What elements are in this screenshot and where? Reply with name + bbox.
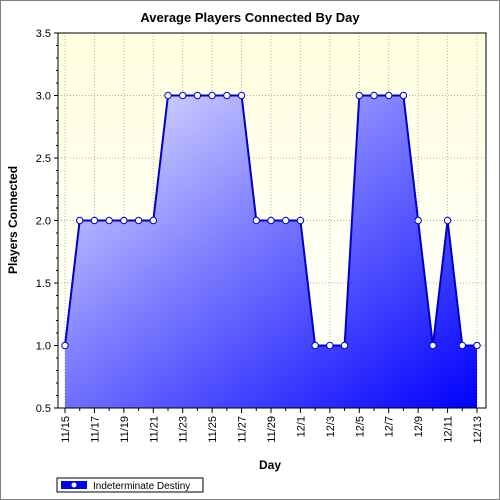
data-point bbox=[473, 341, 481, 350]
x-tick-label: 11/29 bbox=[266, 416, 278, 443]
data-point bbox=[193, 91, 202, 100]
data-point bbox=[76, 216, 84, 225]
data-point bbox=[296, 216, 305, 225]
data-point bbox=[179, 91, 187, 100]
data-point bbox=[105, 216, 113, 225]
data-point bbox=[443, 216, 452, 225]
y-axis-ticks: 0.5 1.0 1.5 2.0 2.5 3.0 3.5 bbox=[36, 28, 58, 415]
x-axis-ticks: 11/15 11/17 11/19 11/21 11/23 11/25 11/27 11/29… bbox=[60, 408, 484, 444]
y-tick-label: 1.5 bbox=[36, 278, 51, 290]
data-point bbox=[429, 341, 437, 350]
data-point bbox=[237, 91, 246, 100]
data-point bbox=[326, 341, 334, 350]
data-point bbox=[149, 216, 157, 225]
x-tick-label: 11/15 bbox=[60, 416, 72, 443]
x-tick-label: 11/25 bbox=[207, 416, 219, 443]
data-point bbox=[385, 91, 393, 100]
data-point bbox=[458, 341, 466, 350]
x-axis-label: Day bbox=[259, 458, 281, 472]
legend: Indeterminate Destiny bbox=[56, 477, 204, 493]
x-tick-label: 12/3 bbox=[325, 416, 337, 437]
data-point bbox=[282, 216, 290, 225]
data-point bbox=[414, 216, 422, 225]
y-tick-label: 2.5 bbox=[36, 153, 51, 165]
legend-box bbox=[56, 477, 204, 493]
x-tick-label: 11/27 bbox=[237, 416, 249, 443]
data-point bbox=[223, 91, 231, 100]
x-tick-label: 12/7 bbox=[384, 416, 396, 437]
legend-marker bbox=[70, 481, 78, 489]
x-tick-label: 11/17 bbox=[89, 416, 101, 443]
x-tick-label: 11/21 bbox=[148, 416, 160, 443]
legend-entry-label: Indeterminate Destiny bbox=[93, 481, 190, 492]
x-tick-label: 11/19 bbox=[119, 416, 131, 443]
series-area bbox=[65, 95, 477, 408]
data-point bbox=[340, 341, 349, 350]
data-point bbox=[208, 91, 216, 100]
data-point bbox=[370, 91, 378, 100]
y-tick-label: 3.5 bbox=[36, 28, 51, 40]
series-markers bbox=[61, 91, 481, 350]
series-area-fill bbox=[65, 95, 477, 408]
data-point bbox=[120, 216, 128, 225]
y-tick-label: 2.0 bbox=[36, 216, 51, 228]
data-point bbox=[90, 216, 99, 225]
data-point bbox=[311, 341, 319, 350]
y-tick-label: 1.0 bbox=[36, 341, 51, 353]
x-tick-label: 12/11 bbox=[443, 416, 455, 443]
y-tick-label: 3.0 bbox=[36, 91, 51, 103]
data-point bbox=[399, 91, 408, 100]
data-point bbox=[134, 216, 143, 225]
data-point bbox=[252, 216, 260, 225]
x-tick-label: 12/9 bbox=[413, 416, 425, 437]
x-tick-label: 12/1 bbox=[295, 416, 307, 437]
x-tick-label: 12/5 bbox=[354, 416, 366, 437]
data-point bbox=[267, 216, 275, 225]
chart-title: Average Players Connected By Day bbox=[140, 10, 360, 25]
data-point bbox=[164, 91, 172, 100]
data-point bbox=[61, 341, 69, 350]
x-tick-label: 11/23 bbox=[178, 416, 190, 443]
data-point bbox=[355, 91, 363, 100]
x-tick-label: 12/13 bbox=[472, 416, 484, 444]
y-tick-label: 0.5 bbox=[36, 403, 51, 415]
y-axis-label: Players Connected bbox=[6, 166, 20, 274]
